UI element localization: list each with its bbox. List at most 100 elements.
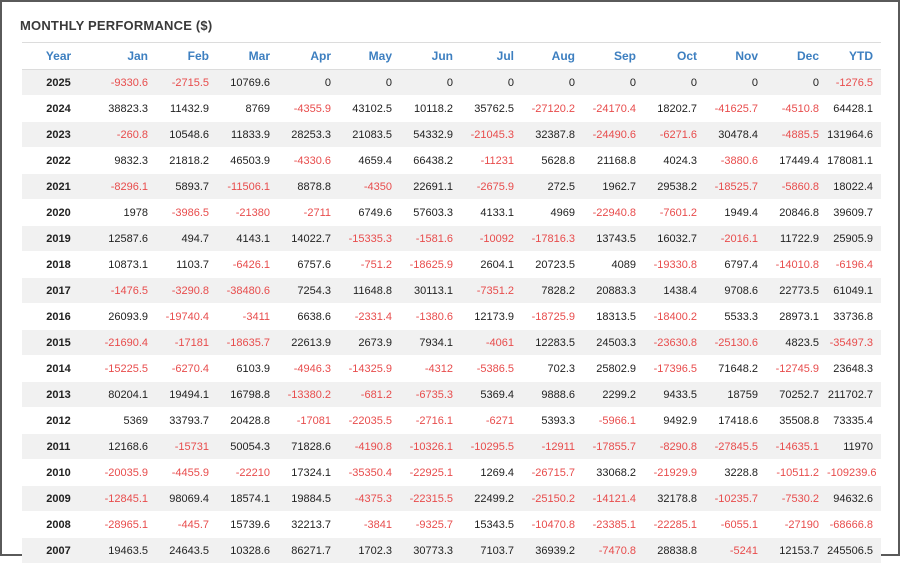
value-cell: 28253.3: [278, 121, 339, 148]
value-cell: 94632.6: [827, 485, 881, 512]
value-cell: 17449.4: [766, 147, 827, 174]
value-cell: -20035.9: [95, 459, 156, 486]
value-cell: 18313.5: [583, 303, 644, 330]
column-header-year: Year: [22, 42, 95, 70]
value-cell: -1276.5: [827, 69, 881, 96]
value-cell: -6271.6: [644, 121, 705, 148]
value-cell: -260.8: [95, 121, 156, 148]
value-cell: 9708.6: [705, 277, 766, 304]
value-cell: 178081.1: [827, 147, 881, 174]
year-cell: 2020: [22, 199, 95, 226]
year-cell: 2025: [22, 69, 95, 96]
value-cell: -18525.7: [705, 173, 766, 200]
value-cell: 8878.8: [278, 173, 339, 200]
value-cell: -17855.7: [583, 433, 644, 460]
value-cell: 10328.6: [217, 537, 278, 564]
value-cell: -18635.7: [217, 329, 278, 356]
value-cell: -27845.5: [705, 433, 766, 460]
value-cell: 22499.2: [461, 485, 522, 512]
value-cell: -24170.4: [583, 95, 644, 122]
column-header-dec: Dec: [766, 42, 827, 70]
value-cell: 3228.8: [705, 459, 766, 486]
value-cell: 11722.9: [766, 225, 827, 252]
value-cell: -21045.3: [461, 121, 522, 148]
value-cell: -22285.1: [644, 511, 705, 538]
value-cell: 28838.8: [644, 537, 705, 564]
year-cell: 2022: [22, 147, 95, 174]
value-cell: -27120.2: [522, 95, 583, 122]
table-body: 2025 -9330.6 -2715.5 10769.6 0 0 0 0 0 0 0 0 0 -1276.…: [22, 69, 881, 564]
column-header-feb: Feb: [156, 42, 217, 70]
value-cell: -19740.4: [156, 303, 217, 330]
value-cell: 4969: [522, 199, 583, 226]
value-cell: 6797.4: [705, 251, 766, 278]
table-row: 2024 38823.3 11432.9 8769 -4355.9 43102.5 1011…: [22, 95, 881, 122]
value-cell: -4355.9: [278, 95, 339, 122]
value-cell: -6055.1: [705, 511, 766, 538]
value-cell: 5628.8: [522, 147, 583, 174]
value-cell: -4061: [461, 329, 522, 356]
value-cell: 7934.1: [400, 329, 461, 356]
value-cell: 131964.6: [827, 121, 881, 148]
value-cell: 6103.9: [217, 355, 278, 382]
value-cell: 0: [278, 69, 339, 96]
value-cell: -22940.8: [583, 199, 644, 226]
value-cell: 1962.7: [583, 173, 644, 200]
value-cell: 28973.1: [766, 303, 827, 330]
value-cell: 1103.7: [156, 251, 217, 278]
table-row: 2015 -21690.4 -17181 -18635.7 22613.9 2673.9 7…: [22, 329, 881, 356]
value-cell: -2016.1: [705, 225, 766, 252]
value-cell: 21818.2: [156, 147, 217, 174]
value-cell: -12845.1: [95, 485, 156, 512]
value-cell: 33736.8: [827, 303, 881, 330]
year-cell: 2015: [22, 329, 95, 356]
value-cell: 29538.2: [644, 173, 705, 200]
value-cell: 22691.1: [400, 173, 461, 200]
value-cell: 5369: [95, 407, 156, 434]
value-cell: -3880.6: [705, 147, 766, 174]
table-row: 2009 -12845.1 98069.4 18574.1 19884.5 -4375.3…: [22, 485, 881, 512]
value-cell: 17418.6: [705, 407, 766, 434]
table-row: 2007 19463.5 24643.5 10328.6 86271.7 1702.3 30…: [22, 537, 881, 564]
value-cell: -10470.8: [522, 511, 583, 538]
column-header-sep: Sep: [583, 42, 644, 70]
value-cell: 0: [400, 69, 461, 96]
value-cell: 494.7: [156, 225, 217, 252]
value-cell: 33068.2: [583, 459, 644, 486]
value-cell: 70252.7: [766, 381, 827, 408]
value-cell: 18574.1: [217, 485, 278, 512]
value-cell: -21929.9: [644, 459, 705, 486]
table-row: 2021 -8296.1 5893.7 -11506.1 8878.8 -4350 2269…: [22, 173, 881, 200]
value-cell: -3290.8: [156, 277, 217, 304]
value-cell: -10326.1: [400, 433, 461, 460]
year-cell: 2016: [22, 303, 95, 330]
panel-title: MONTHLY PERFORMANCE ($): [20, 18, 213, 33]
value-cell: -4312: [400, 355, 461, 382]
value-cell: 10548.6: [156, 121, 217, 148]
value-cell: -5386.5: [461, 355, 522, 382]
value-cell: 39609.7: [827, 199, 881, 226]
value-cell: -28965.1: [95, 511, 156, 538]
value-cell: -6270.4: [156, 355, 217, 382]
year-cell: 2007: [22, 537, 95, 564]
value-cell: -4190.8: [339, 433, 400, 460]
value-cell: 20846.8: [766, 199, 827, 226]
value-cell: 15739.6: [217, 511, 278, 538]
value-cell: 1269.4: [461, 459, 522, 486]
value-cell: -17081: [278, 407, 339, 434]
year-cell: 2010: [22, 459, 95, 486]
value-cell: -21690.4: [95, 329, 156, 356]
year-cell: 2012: [22, 407, 95, 434]
value-cell: 6638.6: [278, 303, 339, 330]
value-cell: -22035.5: [339, 407, 400, 434]
value-cell: 71828.6: [278, 433, 339, 460]
value-cell: -3411: [217, 303, 278, 330]
value-cell: 20428.8: [217, 407, 278, 434]
value-cell: -4946.3: [278, 355, 339, 382]
column-header-jan: Jan: [95, 42, 156, 70]
column-header-apr: Apr: [278, 42, 339, 70]
value-cell: -7530.2: [766, 485, 827, 512]
column-header-jun: Jun: [400, 42, 461, 70]
value-cell: -23385.1: [583, 511, 644, 538]
value-cell: -5860.8: [766, 173, 827, 200]
